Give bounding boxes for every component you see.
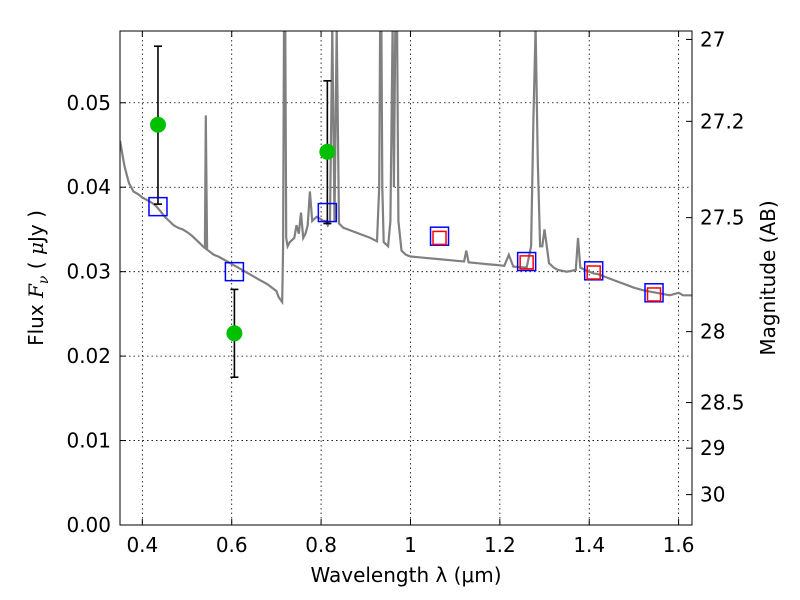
- marker-layer: [148, 116, 664, 342]
- right-tick-label: 30: [700, 483, 725, 507]
- x-axis-label: Wavelength λ (μm): [310, 563, 501, 587]
- x-tick-label: 1.4: [573, 533, 605, 557]
- right-tick-label: 27.5: [700, 206, 745, 230]
- y-axis-label-part: F: [24, 283, 48, 299]
- y-tick-label: 0.01: [66, 429, 111, 453]
- y-tick-label: 0.05: [66, 91, 111, 115]
- tick-label-layer: 0.4 0.6 0.8 1 1.2 1.4 1.6 0.00 0.01 0.02 0.03 0.04 0…: [66, 27, 744, 557]
- model-point-blue: [317, 202, 338, 223]
- x-tick-label: 1: [404, 533, 417, 557]
- y-tick-label: 0.04: [66, 175, 111, 199]
- right-tick-label: 27.2: [700, 109, 745, 133]
- ticks-layer: [120, 31, 692, 526]
- y-axis-label-part: Flux: [24, 298, 48, 346]
- x-tick-label: 0.8: [305, 533, 337, 557]
- x-tick-label: 0.4: [126, 533, 158, 557]
- x-tick-label: 0.6: [216, 533, 248, 557]
- observed-point: [226, 325, 243, 342]
- model-point-blue: [429, 226, 450, 246]
- model-point-blue: [516, 251, 537, 272]
- model-point-red: [586, 265, 601, 280]
- model-point-red: [432, 230, 447, 246]
- x-tick-label: 1.6: [663, 533, 695, 557]
- y-tick-label: 0.02: [66, 344, 111, 368]
- model-point-red: [519, 255, 534, 270]
- right-tick-label: 28: [700, 320, 725, 344]
- right-axis-label: Magnitude (AB): [756, 200, 780, 355]
- y-axis-label: Flux Fν ( μJy ): [24, 210, 52, 346]
- plot-frame: [119, 30, 693, 526]
- model-point-blue: [644, 283, 664, 303]
- right-tick-label: 28.5: [700, 391, 745, 415]
- model-point-blue: [583, 261, 604, 281]
- model-point-blue: [148, 196, 168, 217]
- right-tick-label: 27: [700, 27, 725, 51]
- right-tick-label: 29: [700, 436, 725, 460]
- observed-point: [149, 116, 166, 133]
- y-axis-label-part: Jy ): [24, 210, 48, 244]
- y-axis-label-part: ν: [36, 275, 52, 284]
- y-tick-label: 0.00: [66, 513, 111, 537]
- y-axis-label-part: μ: [24, 242, 48, 255]
- spectrum-line: [120, 31, 692, 306]
- x-tick-label: 1.2: [484, 533, 516, 557]
- model-point-blue: [224, 261, 245, 282]
- model-point-red: [646, 287, 662, 302]
- observed-point: [319, 143, 336, 160]
- spectrum-layer: [120, 31, 692, 306]
- y-tick-label: 0.03: [66, 260, 111, 284]
- y-axis-label-part: (: [24, 255, 48, 276]
